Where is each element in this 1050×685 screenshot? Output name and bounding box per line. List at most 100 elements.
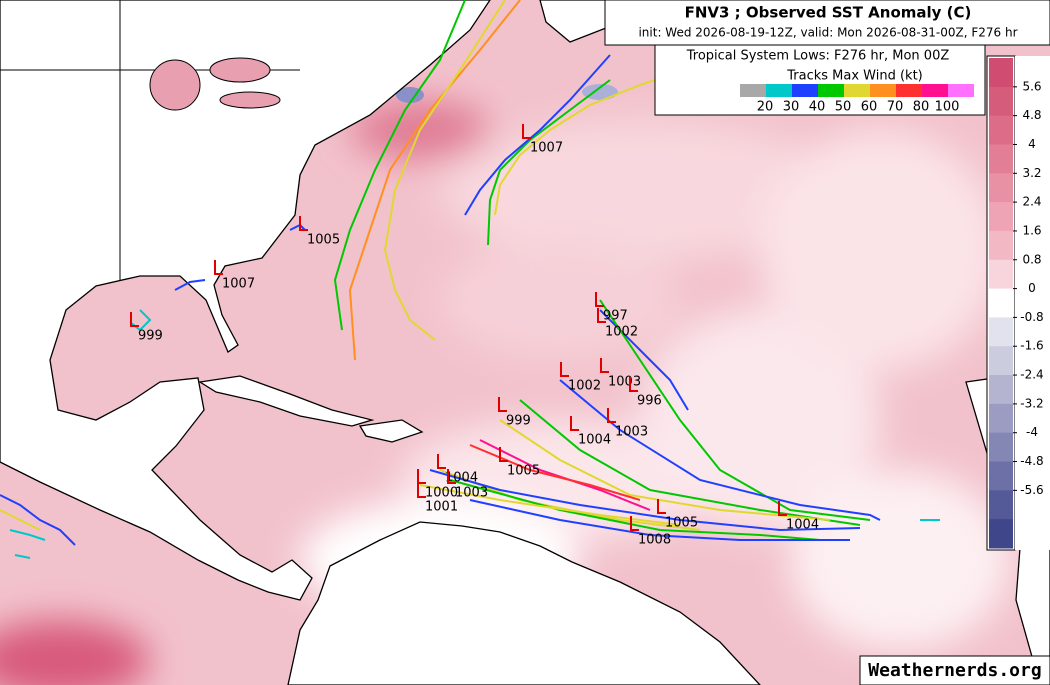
low-marker: [778, 501, 787, 516]
wind-swatch: [896, 84, 922, 97]
legend-box: [654, 44, 986, 116]
wind-swatch: [922, 84, 948, 97]
wind-swatch: [740, 84, 766, 97]
low-marker: [597, 308, 606, 323]
low-pressure: 1005: [507, 464, 540, 479]
title-box: [604, 0, 1050, 46]
low-marker: [630, 516, 639, 531]
low-pressure: 999: [138, 329, 163, 344]
storm-track: [419, 484, 681, 526]
colorbar-label: -0.8: [1020, 310, 1043, 324]
colorbar-swatch: [989, 86, 1013, 117]
colorbar-swatch: [989, 288, 1013, 318]
colorbar-label: 4: [1028, 137, 1036, 151]
cold-anomaly: [582, 84, 618, 100]
colorbar-swatch: [989, 375, 1013, 405]
colorbar-label: 1.6: [1022, 223, 1041, 237]
low-pressure: 1003: [608, 375, 641, 390]
wind-label: 60: [861, 100, 878, 115]
low-pressure: 1004: [445, 471, 478, 486]
low-pressure: 996: [637, 394, 662, 409]
storm-track: [348, 0, 521, 361]
low-pressure: 999: [506, 414, 531, 429]
low-pressure: 997: [603, 309, 628, 324]
storm-track: [9, 529, 46, 541]
title: FNV3 ; Observed SST Anomaly (C): [685, 4, 972, 22]
low-marker: [600, 358, 609, 373]
wind-swatch: [766, 84, 792, 97]
storm-track: [429, 469, 861, 532]
low-marker: [499, 447, 508, 462]
storm-track: [599, 299, 871, 521]
colorbar-label: -1.6: [1020, 339, 1043, 353]
colorbar-swatch: [989, 432, 1013, 463]
storm-track: [519, 399, 861, 526]
low-pressure: 1007: [222, 277, 255, 292]
cold-anomaly: [396, 87, 424, 103]
colorbar-swatch: [989, 173, 1013, 203]
lows-title: Tropical System Lows: F276 hr, Mon 00Z: [686, 49, 950, 64]
low-marker: [417, 469, 426, 484]
colorbar-swatch: [989, 115, 1013, 145]
colorbar-label: 5.6: [1022, 79, 1041, 93]
subtitle: init: Wed 2026-08-19-12Z, valid: Mon 202…: [638, 26, 1017, 40]
colorbar-label: 3.2: [1022, 166, 1041, 180]
low-pressure: 1005: [665, 516, 698, 531]
low-pressure: 1004: [578, 433, 611, 448]
storm-track: [499, 419, 831, 521]
colorbar-label: -4: [1026, 425, 1038, 439]
low-marker: [447, 469, 456, 484]
storm-track: [494, 64, 701, 216]
low-marker: [299, 216, 308, 231]
colorbar-label: 4.8: [1022, 108, 1041, 122]
colorbar-label: 0.8: [1022, 252, 1041, 266]
storm-track: [333, 0, 466, 331]
colorbar-swatch: [989, 519, 1013, 549]
colorbar: 5.6 4.8 4 3.2 2.4 1.6 0.8 0 -0.8 -1.6 -2.4 -3.2 -4 -4…: [986, 55, 1050, 551]
low-marker: [629, 377, 638, 392]
storm-track: [487, 79, 611, 246]
colorbar-swatch: [989, 58, 1013, 88]
colorbar-label: 0: [1028, 281, 1036, 295]
colorbar-label: -2.4: [1020, 368, 1043, 382]
wind-swatch: [792, 84, 818, 97]
watermark-box: [859, 655, 1050, 685]
storm-track: [449, 479, 821, 541]
low-pressure: 1000: [425, 486, 458, 501]
low-pressure: 1004: [786, 518, 819, 533]
low-marker: [437, 454, 446, 469]
low-marker: [570, 416, 579, 431]
low-marker: [214, 260, 223, 275]
colorbar-label-bg: [1015, 56, 1050, 550]
wind-label: 80: [913, 100, 930, 115]
low-marker: [657, 499, 666, 514]
colorbar-swatch: [989, 461, 1013, 491]
low-marker: [417, 483, 426, 498]
wind-label: 70: [887, 100, 904, 115]
low-marker: [498, 397, 507, 412]
storm-track: [174, 279, 206, 291]
storm-track: [0, 509, 41, 531]
colorbar-label: -4.8: [1020, 454, 1043, 468]
storm-track: [464, 54, 611, 216]
wind-swatch: [948, 84, 974, 97]
colorbar-swatch: [989, 403, 1013, 434]
colorbar-swatch: [989, 490, 1013, 520]
low-pressure: 1008: [638, 533, 671, 548]
storm-track: [383, 0, 506, 341]
wind-label: 40: [809, 100, 826, 115]
wind-legend: 20 30 40 50 60 70 80 100: [740, 84, 974, 115]
wind-swatch: [844, 84, 870, 97]
low-marker: [560, 362, 569, 377]
low-pressure: 1005: [307, 233, 340, 248]
storm-track: [0, 494, 76, 546]
low-marker: [595, 292, 604, 307]
low-pressure: 1002: [568, 379, 601, 394]
low-pressure: 1007: [530, 141, 563, 156]
colorbar-swatch: [989, 230, 1013, 261]
tracks: [0, 0, 940, 559]
wind-label: 30: [783, 100, 800, 115]
low-pressure: 1002: [605, 325, 638, 340]
